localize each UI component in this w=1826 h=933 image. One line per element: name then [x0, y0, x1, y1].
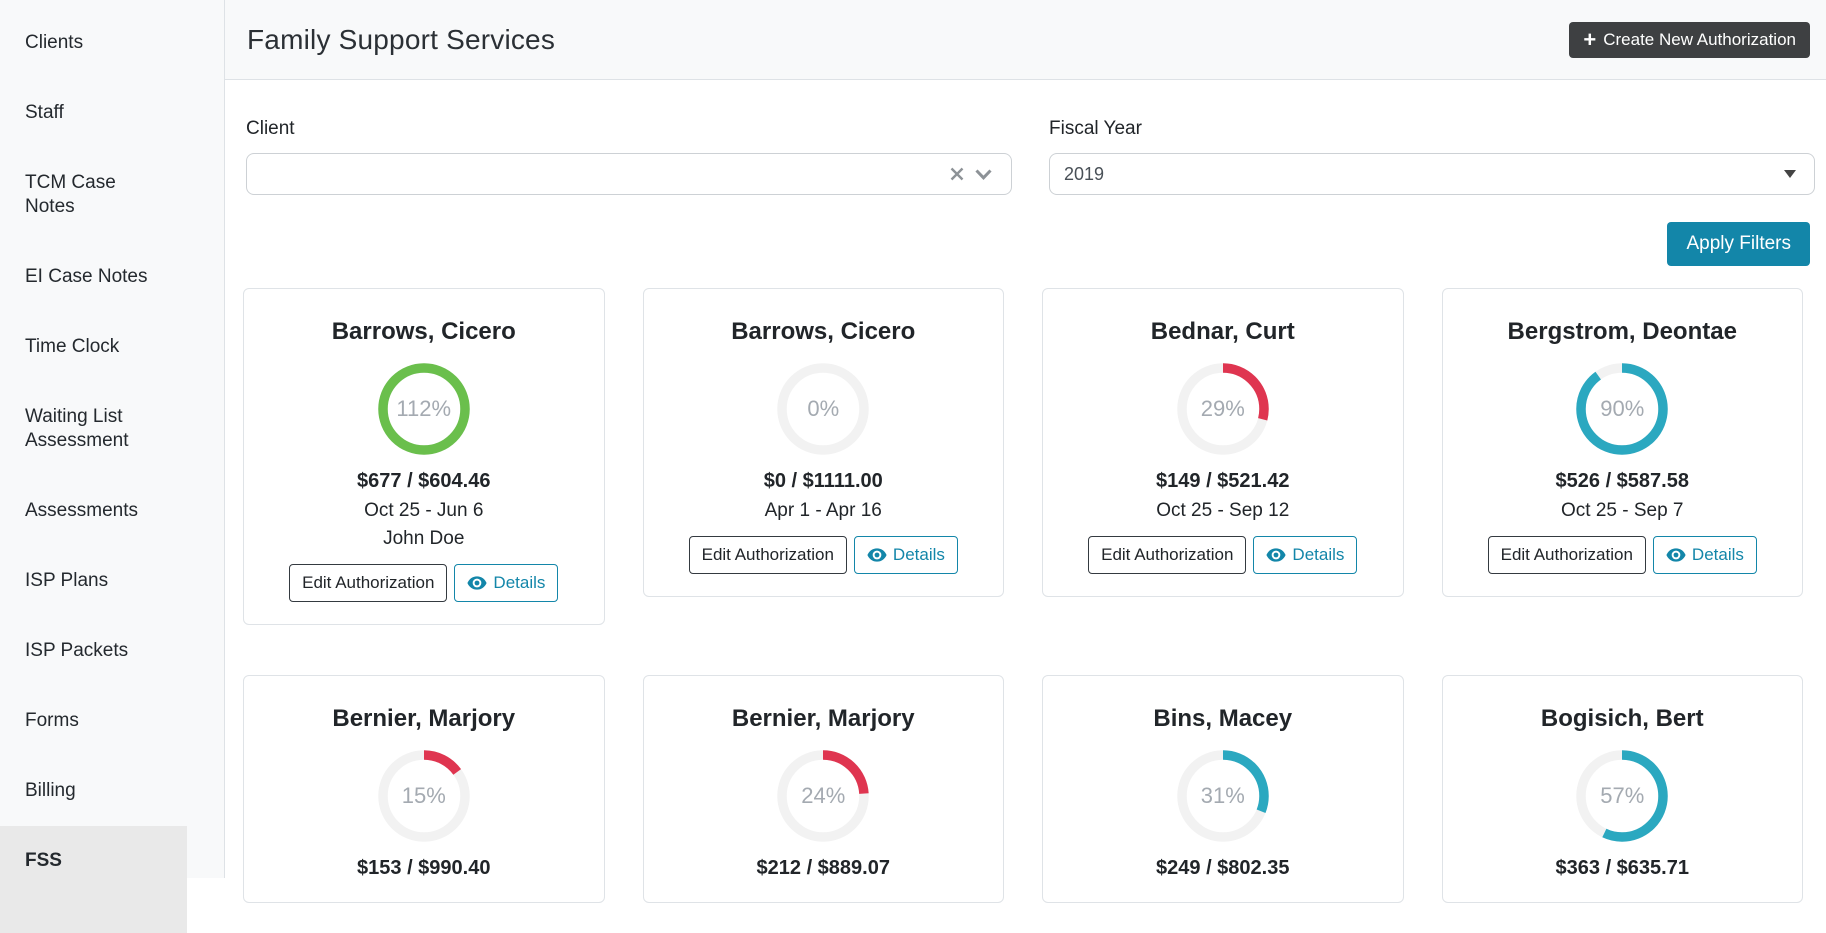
authorization-date-range: Oct 25 - Sep 7 [1560, 500, 1684, 521]
sidebar-item-fss[interactable]: FSS [0, 826, 187, 933]
details-button[interactable]: Details [454, 564, 559, 602]
budget-donut-chart: 57% [1574, 748, 1670, 844]
fiscal-year-filter-label: Fiscal Year [1049, 118, 1142, 139]
percent-used-label: 90% [1600, 396, 1645, 421]
percent-used-label: 31% [1200, 783, 1245, 808]
card-actions: Edit Authorization Details [1057, 536, 1389, 574]
edit-authorization-button[interactable]: Edit Authorization [688, 536, 847, 574]
percent-used-label: 57% [1600, 783, 1645, 808]
sidebar-item-time-clock[interactable]: Time Clock [25, 336, 120, 357]
client-filter-group: Client [246, 118, 1012, 195]
budget-donut-chart: 24% [775, 748, 871, 844]
clear-selection-icon[interactable] [944, 166, 970, 182]
fiscal-year-select[interactable]: 2019 [1049, 153, 1815, 195]
percent-used-label: 112% [396, 396, 452, 421]
sidebar-item-isp-plans[interactable]: ISP Plans [25, 570, 109, 591]
percent-used-label: 0% [807, 396, 840, 421]
authorization-card: Bernier, Marjory 15% $153 / $990.40 [243, 675, 605, 903]
budget-donut-chart: 31% [1175, 748, 1271, 844]
percent-used-label: 29% [1200, 396, 1245, 421]
details-button-label: Details [493, 573, 546, 592]
spent-vs-authorized-amount: $363 / $635.71 [1555, 857, 1689, 879]
edit-authorization-button[interactable]: Edit Authorization [289, 564, 448, 602]
sidebar: Clients Staff TCM Case Notes EI Case Not… [0, 0, 225, 933]
spent-vs-authorized-amount: $0 / $1111.00 [763, 470, 883, 492]
authorization-card: Bins, Macey 31% $249 / $802.35 [1042, 675, 1404, 903]
fiscal-year-filter-group: Fiscal Year 2019 [1049, 118, 1815, 195]
create-new-authorization-label: Create New Authorization [1603, 29, 1796, 49]
page-title: Family Support Services [247, 23, 556, 55]
apply-filters-button[interactable]: Apply Filters [1667, 222, 1810, 266]
client-name: Bernier, Marjory [332, 705, 516, 732]
card-actions: Edit Authorization Details [1457, 536, 1789, 574]
spent-vs-authorized-amount: $153 / $990.40 [357, 857, 491, 879]
edit-authorization-button[interactable]: Edit Authorization [1487, 536, 1646, 574]
spent-vs-authorized-amount: $677 / $604.46 [357, 470, 491, 492]
sidebar-item-clients[interactable]: Clients [25, 32, 84, 53]
client-name: Bernier, Marjory [731, 705, 915, 732]
apply-filters-row: Apply Filters [225, 195, 1826, 266]
eye-icon [867, 548, 887, 562]
spent-vs-authorized-amount: $249 / $802.35 [1156, 857, 1290, 879]
details-button[interactable]: Details [853, 536, 958, 574]
sidebar-item-assessments[interactable]: Assessments [25, 500, 138, 521]
card-actions: Edit Authorization Details [258, 564, 590, 602]
details-button[interactable]: Details [1253, 536, 1358, 574]
budget-donut-chart: 112% [376, 361, 472, 457]
details-button-label: Details [892, 545, 945, 564]
card-actions: Edit Authorization Details [658, 536, 990, 574]
budget-donut-chart: 90% [1574, 361, 1670, 457]
authorization-card: Barrows, Cicero 112% $677 / $604.46 Oct 25 … [243, 288, 605, 625]
client-name: Bergstrom, Deontae [1507, 318, 1737, 345]
client-name: Barrows, Cicero [731, 318, 916, 345]
sidebar-item-forms[interactable]: Forms [25, 710, 79, 731]
edit-authorization-button[interactable]: Edit Authorization [1088, 536, 1247, 574]
details-button[interactable]: Details [1652, 536, 1757, 574]
authorization-card: Bogisich, Bert 57% $363 / $635.71 [1441, 675, 1803, 903]
plus-icon: + [1583, 26, 1597, 52]
authorization-date-range: Oct 25 - Jun 6 [364, 500, 484, 521]
client-name: Bednar, Curt [1150, 318, 1295, 345]
authorization-date-range: Apr 1 - Apr 16 [764, 500, 882, 521]
select-arrow-icon [1784, 170, 1796, 178]
fiscal-year-select-value: 2019 [1064, 163, 1105, 184]
authorization-card: Bednar, Curt 29% $149 / $521.42 Oct 25 - Se… [1042, 288, 1404, 597]
authorization-card: Bergstrom, Deontae 90% $526 / $587.58 Oct 2… [1441, 288, 1803, 597]
page-header: Family Support Services + Create New Aut… [225, 0, 1826, 80]
authorization-date-range: Oct 25 - Sep 12 [1156, 500, 1290, 521]
sidebar-item-tcm-case-notes[interactable]: TCM Case Notes [25, 172, 116, 217]
budget-donut-chart: 15% [376, 748, 472, 844]
assigned-staff-name: John Doe [383, 528, 465, 549]
client-filter-label: Client [246, 118, 295, 139]
eye-icon [467, 576, 488, 590]
sidebar-nav-list: Clients Staff TCM Case Notes EI Case Not… [0, 0, 224, 933]
filters-row: Client Fiscal Year 2019 [225, 80, 1826, 195]
chevron-down-icon[interactable] [970, 168, 997, 180]
sidebar-item-ei-case-notes[interactable]: EI Case Notes [25, 266, 148, 287]
client-name: Barrows, Cicero [331, 318, 516, 345]
budget-donut-chart: 29% [1175, 361, 1271, 457]
main-area: Family Support Services + Create New Aut… [225, 0, 1826, 903]
sidebar-item-staff[interactable]: Staff [25, 102, 64, 123]
spent-vs-authorized-amount: $526 / $587.58 [1555, 470, 1689, 492]
authorization-cards-grid: Barrows, Cicero 112% $677 / $604.46 Oct 25 … [225, 288, 1826, 903]
spent-vs-authorized-amount: $149 / $521.42 [1156, 470, 1290, 492]
client-name: Bins, Macey [1153, 705, 1293, 732]
create-new-authorization-button[interactable]: + Create New Authorization [1569, 21, 1810, 58]
spent-vs-authorized-amount: $212 / $889.07 [756, 857, 890, 879]
percent-used-label: 15% [401, 783, 446, 808]
authorization-card: Barrows, Cicero 0% $0 / $1111.00 Apr 1 - Ap… [642, 288, 1004, 597]
details-button-label: Details [1292, 545, 1345, 564]
sidebar-item-billing[interactable]: Billing [25, 780, 76, 801]
eye-icon [1266, 548, 1287, 562]
sidebar-item-isp-packets[interactable]: ISP Packets [25, 640, 129, 661]
budget-donut-chart: 0% [775, 361, 871, 457]
eye-icon [1666, 548, 1686, 562]
details-button-label: Details [1691, 545, 1744, 564]
percent-used-label: 24% [801, 783, 846, 808]
client-name: Bogisich, Bert [1540, 705, 1704, 732]
sidebar-item-waiting-list-assessment[interactable]: Waiting List Assessment [25, 406, 129, 451]
client-select[interactable] [246, 153, 1012, 195]
authorization-card: Bernier, Marjory 24% $212 / $889.07 [642, 675, 1004, 903]
